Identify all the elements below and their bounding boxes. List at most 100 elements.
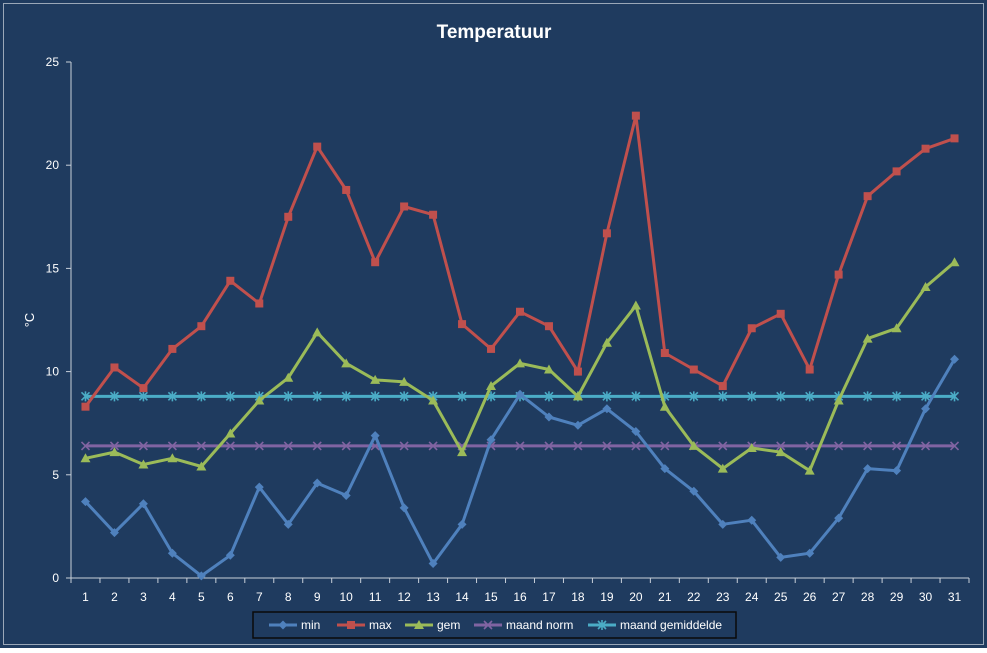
- data-point-gem: [457, 447, 468, 457]
- data-point-min: [341, 490, 351, 500]
- x-tick-label: 17: [542, 590, 556, 604]
- data-point-maand-gemiddelde: [225, 391, 235, 402]
- data-point-min: [486, 435, 496, 445]
- data-point-min: [80, 497, 90, 507]
- data-point-min: [718, 519, 728, 529]
- data-point-max: [892, 167, 901, 176]
- data-point-maand-norm: [167, 441, 177, 451]
- x-tick-label: 21: [658, 590, 672, 604]
- data-point-gem: [428, 395, 439, 405]
- x-tick-label: 14: [455, 590, 469, 604]
- data-point-min: [892, 466, 902, 476]
- data-point-min: [109, 528, 119, 538]
- x-tick-label: 6: [227, 590, 234, 604]
- data-point-min: [254, 482, 264, 492]
- data-point-max: [139, 384, 148, 393]
- data-point-min: [225, 550, 235, 560]
- data-point-max: [487, 344, 496, 353]
- data-point-maand-gemiddelde: [457, 391, 467, 402]
- y-tick-label: 15: [46, 261, 60, 275]
- data-point-min: [312, 478, 322, 488]
- data-point-min: [167, 548, 177, 558]
- legend: min max gem maand norm maand gemiddelde: [252, 611, 737, 639]
- legend-entry-min: min: [269, 618, 320, 632]
- x-tick-label: 26: [803, 590, 817, 604]
- data-point-min: [573, 420, 583, 430]
- data-point-max: [197, 322, 206, 331]
- data-point-maand-norm: [80, 441, 91, 451]
- data-point-max: [110, 363, 119, 372]
- data-point-maand-norm: [283, 441, 293, 451]
- data-point-maand-gemiddelde: [805, 391, 815, 402]
- y-axis-label: °C: [22, 313, 37, 328]
- data-point-maand-norm: [805, 441, 815, 451]
- x-tick-label: 23: [716, 590, 730, 604]
- data-point-gem: [370, 374, 381, 384]
- series-max: [81, 111, 959, 411]
- data-point-max: [458, 320, 467, 329]
- data-point-gem: [630, 300, 641, 310]
- data-point-gem: [515, 358, 525, 368]
- data-point-max: [573, 367, 582, 376]
- data-point-gem: [283, 372, 294, 382]
- x-tick-label: 16: [513, 590, 527, 604]
- data-point-gem: [949, 257, 960, 267]
- data-point-gem: [717, 463, 728, 473]
- legend-label: maand gemiddelde: [620, 618, 722, 632]
- data-point-min: [370, 431, 380, 441]
- y-tick-label: 10: [46, 365, 60, 379]
- x-tick-label: 18: [571, 590, 585, 604]
- data-point-max: [342, 185, 351, 194]
- data-point-maand-norm: [109, 441, 120, 451]
- data-point-maand-gemiddelde: [747, 391, 757, 402]
- data-point-min: [921, 404, 931, 414]
- data-point-maand-gemiddelde: [631, 391, 641, 402]
- x-tick-label: 29: [890, 590, 904, 604]
- data-point-maand-norm: [863, 441, 873, 451]
- data-point-gem: [659, 401, 670, 411]
- data-point-maand-norm: [573, 441, 583, 451]
- data-point-min: [544, 412, 554, 422]
- data-point-gem: [601, 337, 612, 347]
- data-point-maand-gemiddelde: [341, 391, 351, 402]
- data-point-gem: [862, 333, 873, 343]
- x-tick-label: 30: [919, 590, 933, 604]
- data-point-max: [660, 349, 669, 358]
- chart-title: Temperatuur: [437, 22, 552, 43]
- data-point-maand-norm: [949, 441, 960, 451]
- data-point-maand-gemiddelde: [312, 391, 322, 402]
- data-point-gem: [920, 281, 931, 291]
- data-point-min: [834, 513, 844, 523]
- data-point-maand-norm: [254, 441, 264, 451]
- data-point-maand-norm: [920, 441, 931, 451]
- series-gem: [80, 257, 960, 475]
- x-tick-label: 22: [687, 590, 701, 604]
- data-point-max: [689, 365, 698, 374]
- data-point-min: [631, 426, 641, 436]
- data-point-min: [399, 503, 409, 513]
- x-tick-label: 4: [169, 590, 176, 604]
- data-point-maand-norm: [312, 441, 322, 451]
- data-point-gem: [312, 327, 323, 337]
- data-point-max: [834, 270, 843, 279]
- data-point-max: [168, 344, 177, 353]
- data-point-maand-norm: [718, 441, 728, 451]
- legend-label: max: [369, 618, 392, 632]
- data-point-max: [718, 382, 727, 391]
- data-point-maand-gemiddelde: [109, 391, 120, 402]
- data-point-min: [283, 519, 293, 529]
- data-point-gem: [572, 391, 583, 401]
- data-point-gem: [399, 376, 410, 386]
- data-point-max: [776, 309, 785, 318]
- data-point-maand-norm: [399, 441, 409, 451]
- data-point-maand-gemiddelde: [283, 391, 293, 402]
- x-tick-label: 19: [600, 590, 614, 604]
- data-point-gem: [775, 447, 786, 457]
- data-point-max: [284, 212, 293, 221]
- data-point-max: [602, 229, 611, 238]
- data-point-min: [428, 559, 438, 569]
- x-tick-label: 28: [861, 590, 875, 604]
- data-point-max: [950, 134, 959, 143]
- data-point-gem: [225, 428, 236, 438]
